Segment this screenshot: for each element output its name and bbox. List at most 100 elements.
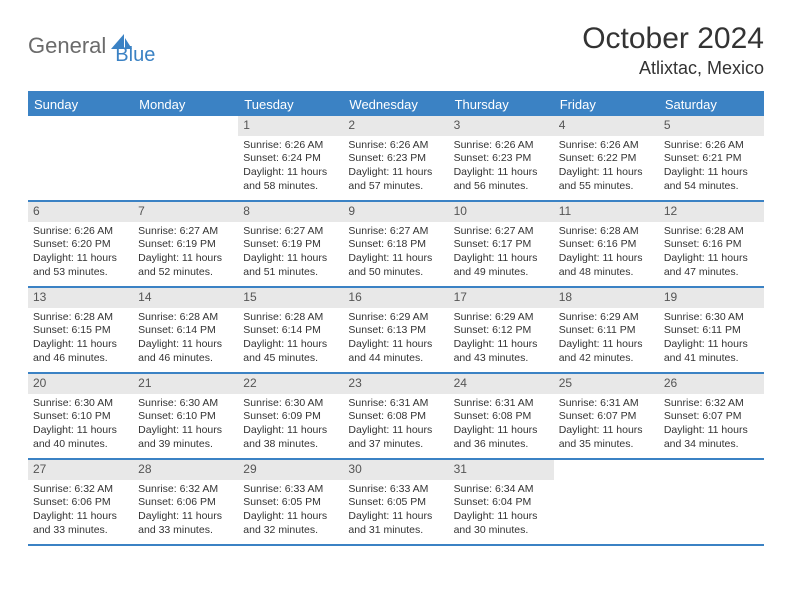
sunset-text: Sunset: 6:16 PM [664,238,759,252]
sunrise-text: Sunrise: 6:27 AM [454,225,549,239]
day-cell: 28Sunrise: 6:32 AMSunset: 6:06 PMDayligh… [133,460,238,544]
daylight-text: Daylight: 11 hours and 57 minutes. [348,166,443,193]
logo: General Blue [28,22,155,67]
day-number: 15 [238,288,343,308]
daylight-text: Daylight: 11 hours and 32 minutes. [243,510,338,537]
day-number: 22 [238,374,343,394]
sunrise-text: Sunrise: 6:31 AM [454,397,549,411]
daylight-text: Daylight: 11 hours and 58 minutes. [243,166,338,193]
day-body: Sunrise: 6:29 AMSunset: 6:11 PMDaylight:… [554,308,659,371]
sunrise-text: Sunrise: 6:30 AM [664,311,759,325]
day-cell: 22Sunrise: 6:30 AMSunset: 6:09 PMDayligh… [238,374,343,458]
day-number: 13 [28,288,133,308]
sunrise-text: Sunrise: 6:34 AM [454,483,549,497]
weekday-header-row: Sunday Monday Tuesday Wednesday Thursday… [28,93,764,116]
sunset-text: Sunset: 6:16 PM [559,238,654,252]
day-number: 18 [554,288,659,308]
day-cell: 15Sunrise: 6:28 AMSunset: 6:14 PMDayligh… [238,288,343,372]
week-row: 27Sunrise: 6:32 AMSunset: 6:06 PMDayligh… [28,460,764,546]
sunrise-text: Sunrise: 6:33 AM [243,483,338,497]
day-number: 27 [28,460,133,480]
day-number: 17 [449,288,554,308]
day-cell: 2Sunrise: 6:26 AMSunset: 6:23 PMDaylight… [343,116,448,200]
day-cell [28,116,133,200]
week-row: 20Sunrise: 6:30 AMSunset: 6:10 PMDayligh… [28,374,764,460]
day-body: Sunrise: 6:27 AMSunset: 6:19 PMDaylight:… [238,222,343,285]
week-row: 1Sunrise: 6:26 AMSunset: 6:24 PMDaylight… [28,116,764,202]
day-number: 20 [28,374,133,394]
day-cell: 18Sunrise: 6:29 AMSunset: 6:11 PMDayligh… [554,288,659,372]
day-body: Sunrise: 6:26 AMSunset: 6:24 PMDaylight:… [238,136,343,199]
day-cell: 9Sunrise: 6:27 AMSunset: 6:18 PMDaylight… [343,202,448,286]
day-body: Sunrise: 6:26 AMSunset: 6:23 PMDaylight:… [449,136,554,199]
daylight-text: Daylight: 11 hours and 50 minutes. [348,252,443,279]
sunset-text: Sunset: 6:11 PM [664,324,759,338]
day-body: Sunrise: 6:26 AMSunset: 6:23 PMDaylight:… [343,136,448,199]
week-row: 13Sunrise: 6:28 AMSunset: 6:15 PMDayligh… [28,288,764,374]
day-body: Sunrise: 6:30 AMSunset: 6:10 PMDaylight:… [133,394,238,457]
day-cell: 1Sunrise: 6:26 AMSunset: 6:24 PMDaylight… [238,116,343,200]
sunrise-text: Sunrise: 6:26 AM [664,139,759,153]
daylight-text: Daylight: 11 hours and 36 minutes. [454,424,549,451]
sunrise-text: Sunrise: 6:29 AM [454,311,549,325]
day-number: 16 [343,288,448,308]
daylight-text: Daylight: 11 hours and 39 minutes. [138,424,233,451]
daylight-text: Daylight: 11 hours and 33 minutes. [138,510,233,537]
day-body: Sunrise: 6:31 AMSunset: 6:08 PMDaylight:… [343,394,448,457]
day-body: Sunrise: 6:28 AMSunset: 6:16 PMDaylight:… [659,222,764,285]
day-number: 11 [554,202,659,222]
day-number: 9 [343,202,448,222]
sunset-text: Sunset: 6:07 PM [664,410,759,424]
sunrise-text: Sunrise: 6:32 AM [33,483,128,497]
day-body: Sunrise: 6:32 AMSunset: 6:06 PMDaylight:… [28,480,133,543]
sunrise-text: Sunrise: 6:31 AM [559,397,654,411]
day-body: Sunrise: 6:29 AMSunset: 6:13 PMDaylight:… [343,308,448,371]
day-body: Sunrise: 6:32 AMSunset: 6:07 PMDaylight:… [659,394,764,457]
sunrise-text: Sunrise: 6:26 AM [559,139,654,153]
day-body: Sunrise: 6:33 AMSunset: 6:05 PMDaylight:… [343,480,448,543]
sunset-text: Sunset: 6:19 PM [138,238,233,252]
sunset-text: Sunset: 6:10 PM [138,410,233,424]
day-number: 2 [343,116,448,136]
day-cell: 27Sunrise: 6:32 AMSunset: 6:06 PMDayligh… [28,460,133,544]
day-number: 28 [133,460,238,480]
sunset-text: Sunset: 6:13 PM [348,324,443,338]
day-number: 25 [554,374,659,394]
day-number: 10 [449,202,554,222]
sunset-text: Sunset: 6:07 PM [559,410,654,424]
day-body: Sunrise: 6:33 AMSunset: 6:05 PMDaylight:… [238,480,343,543]
daylight-text: Daylight: 11 hours and 48 minutes. [559,252,654,279]
day-cell [554,460,659,544]
day-cell: 29Sunrise: 6:33 AMSunset: 6:05 PMDayligh… [238,460,343,544]
sunrise-text: Sunrise: 6:28 AM [33,311,128,325]
daylight-text: Daylight: 11 hours and 56 minutes. [454,166,549,193]
sunset-text: Sunset: 6:11 PM [559,324,654,338]
day-number: 8 [238,202,343,222]
sunset-text: Sunset: 6:08 PM [348,410,443,424]
day-body: Sunrise: 6:28 AMSunset: 6:14 PMDaylight:… [133,308,238,371]
sunset-text: Sunset: 6:19 PM [243,238,338,252]
day-cell: 30Sunrise: 6:33 AMSunset: 6:05 PMDayligh… [343,460,448,544]
daylight-text: Daylight: 11 hours and 40 minutes. [33,424,128,451]
day-number: 6 [28,202,133,222]
day-cell: 12Sunrise: 6:28 AMSunset: 6:16 PMDayligh… [659,202,764,286]
day-body: Sunrise: 6:27 AMSunset: 6:19 PMDaylight:… [133,222,238,285]
daylight-text: Daylight: 11 hours and 37 minutes. [348,424,443,451]
location-label: Atlixtac, Mexico [582,58,764,79]
weekday-friday: Friday [554,93,659,116]
day-number: 1 [238,116,343,136]
sunset-text: Sunset: 6:12 PM [454,324,549,338]
daylight-text: Daylight: 11 hours and 42 minutes. [559,338,654,365]
day-body: Sunrise: 6:26 AMSunset: 6:20 PMDaylight:… [28,222,133,285]
day-number: 7 [133,202,238,222]
day-cell: 7Sunrise: 6:27 AMSunset: 6:19 PMDaylight… [133,202,238,286]
sunset-text: Sunset: 6:17 PM [454,238,549,252]
weekday-wednesday: Wednesday [343,93,448,116]
day-number: 5 [659,116,764,136]
sunset-text: Sunset: 6:24 PM [243,152,338,166]
sunset-text: Sunset: 6:05 PM [348,496,443,510]
daylight-text: Daylight: 11 hours and 38 minutes. [243,424,338,451]
day-cell: 16Sunrise: 6:29 AMSunset: 6:13 PMDayligh… [343,288,448,372]
sunset-text: Sunset: 6:20 PM [33,238,128,252]
sunrise-text: Sunrise: 6:26 AM [348,139,443,153]
